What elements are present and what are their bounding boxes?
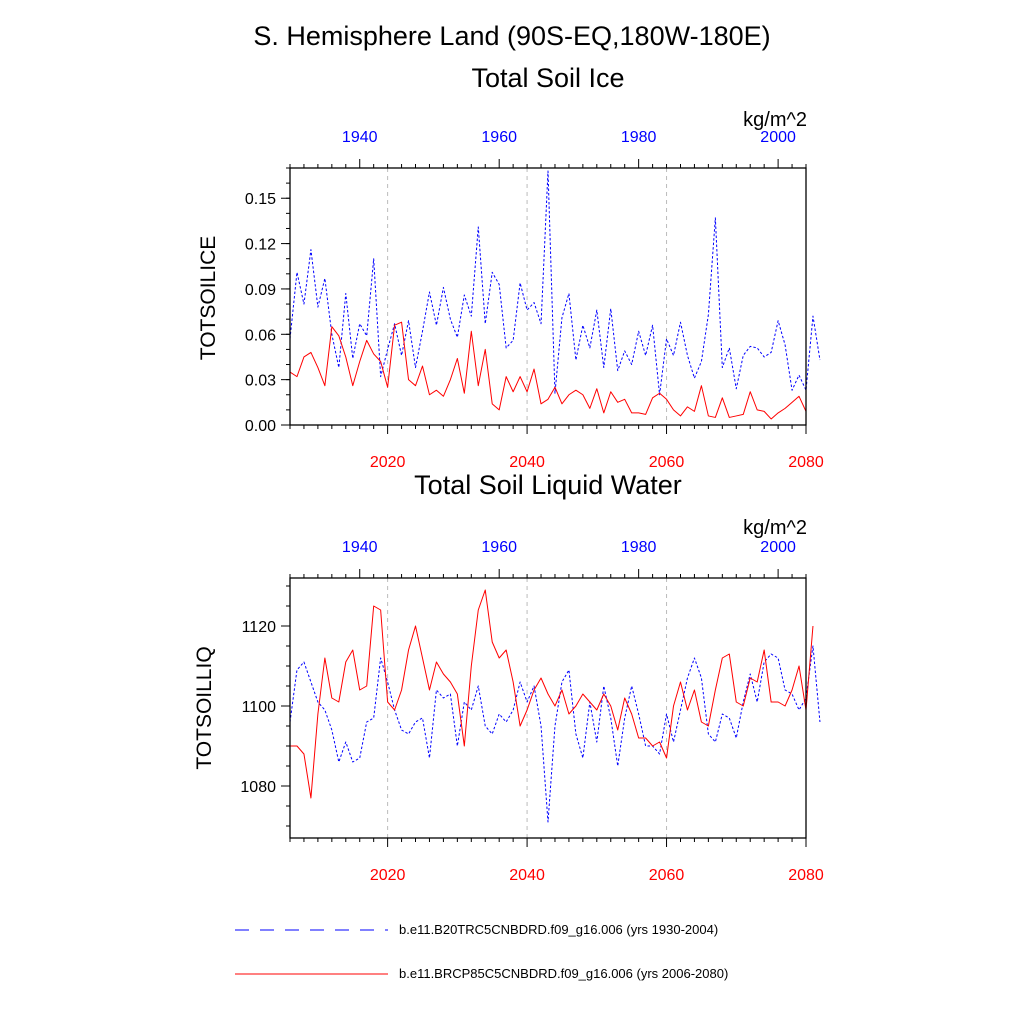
x-top-tick-label: 2000 xyxy=(760,129,796,146)
x-bottom-tick-label: 2060 xyxy=(649,454,685,471)
x-bottom-tick-label: 2080 xyxy=(788,454,824,471)
x-bottom-tick-label: 2060 xyxy=(649,867,685,884)
y-tick-label: 0.03 xyxy=(245,373,276,390)
y-axis-label-soil-ice: TOTSOILICE xyxy=(197,236,220,360)
series-line-hist xyxy=(289,170,821,396)
x-bottom-tick-label: 2040 xyxy=(509,867,545,884)
y-axis-label-soil-liquid: TOTSOILLIQ xyxy=(193,646,216,769)
y-tick-label: 0.09 xyxy=(245,282,276,299)
x-top-tick-label: 1960 xyxy=(481,129,517,146)
y-tick-label: 1100 xyxy=(242,699,277,716)
legend-label-future: b.e11.BRCP85C5CNBDRD.f09_g16.006 (yrs 20… xyxy=(399,966,728,981)
legend-label-hist: b.e11.B20TRC5CNBDRD.f09_g16.006 (yrs 193… xyxy=(399,922,718,937)
series-line-hist xyxy=(289,645,821,823)
x-bottom-tick-label: 2080 xyxy=(788,867,824,884)
units-label-soil-ice: kg/m^2 xyxy=(743,109,807,131)
x-top-tick-label: 1940 xyxy=(342,539,378,556)
x-top-tick-label: 1980 xyxy=(621,129,657,146)
y-tick-label: 0.15 xyxy=(245,191,276,208)
x-top-tick-label: 1940 xyxy=(342,129,378,146)
series-line-future xyxy=(290,589,814,799)
panel-title-soil-liquid: Total Soil Liquid Water xyxy=(414,470,682,500)
x-top-tick-label: 1980 xyxy=(621,539,657,556)
x-bottom-tick-label: 2020 xyxy=(370,454,406,471)
y-tick-label: 0.06 xyxy=(245,327,276,344)
x-bottom-tick-label: 2040 xyxy=(509,454,545,471)
y-tick-label: 1120 xyxy=(242,619,277,636)
series-line-future xyxy=(289,321,807,420)
panel-title-soil-ice: Total Soil Ice xyxy=(471,63,624,93)
y-tick-label: 1080 xyxy=(240,779,276,796)
y-tick-label: 0.12 xyxy=(245,237,276,254)
panel-total-soil-ice: Total Soil Ice kg/m^2 TOTSOILICE 0.00 0.0… xyxy=(197,63,824,471)
plot-frame xyxy=(289,577,807,839)
main-title: S. Hemisphere Land (90S-EQ,180W-180E) xyxy=(253,21,770,51)
y-tick-label: 0.00 xyxy=(245,418,276,435)
panel-total-soil-liquid-water: Total Soil Liquid Water kg/m^2 TOTSOILLI… xyxy=(193,470,824,884)
legend: b.e11.B20TRC5CNBDRD.f09_g16.006 (yrs 193… xyxy=(235,922,728,981)
x-top-tick-label: 2000 xyxy=(760,539,796,556)
plot-frame xyxy=(289,167,807,426)
x-top-tick-label: 1960 xyxy=(481,539,517,556)
units-label-soil-liquid: kg/m^2 xyxy=(743,517,807,539)
x-bottom-tick-label: 2020 xyxy=(370,867,406,884)
